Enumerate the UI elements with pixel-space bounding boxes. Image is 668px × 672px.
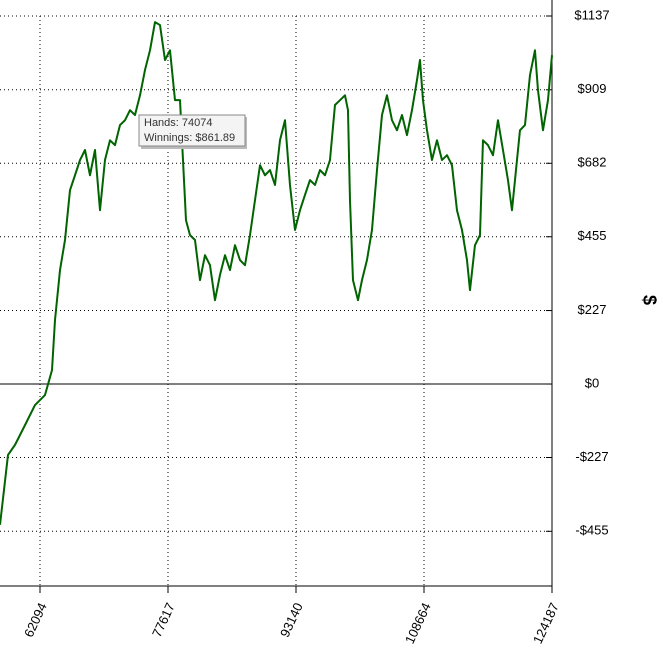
tooltip-box [138,114,246,147]
data-line [0,21,553,525]
y-tick-label: -$455 [575,523,608,538]
y-tick-label: $682 [578,155,607,170]
tooltip-text: Winnings: $861.89 [144,132,235,144]
y-tick-label: $0 [585,375,599,390]
y-tick-label: $227 [578,302,607,317]
tooltip: Hands: 74074 Winnings: $861.89 [138,114,247,149]
y-tick-label: -$227 [575,449,608,464]
tooltip-text: Hands: 74074 [144,117,213,129]
y-tick-label: $1137 [574,7,609,22]
y-axis-label: $ [639,295,659,305]
y-tick-label: $909 [578,81,607,96]
y-tick-label: $455 [578,228,607,243]
